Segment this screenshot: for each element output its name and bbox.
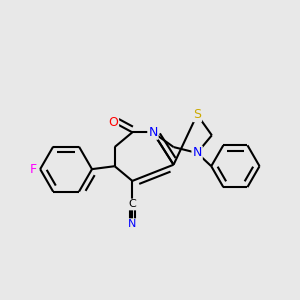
Text: F: F (30, 163, 37, 176)
Text: S: S (193, 108, 201, 121)
Text: C: C (128, 200, 136, 209)
Text: N: N (128, 219, 136, 229)
Text: N: N (148, 126, 158, 139)
Text: N: N (192, 146, 202, 159)
Text: O: O (108, 116, 118, 128)
